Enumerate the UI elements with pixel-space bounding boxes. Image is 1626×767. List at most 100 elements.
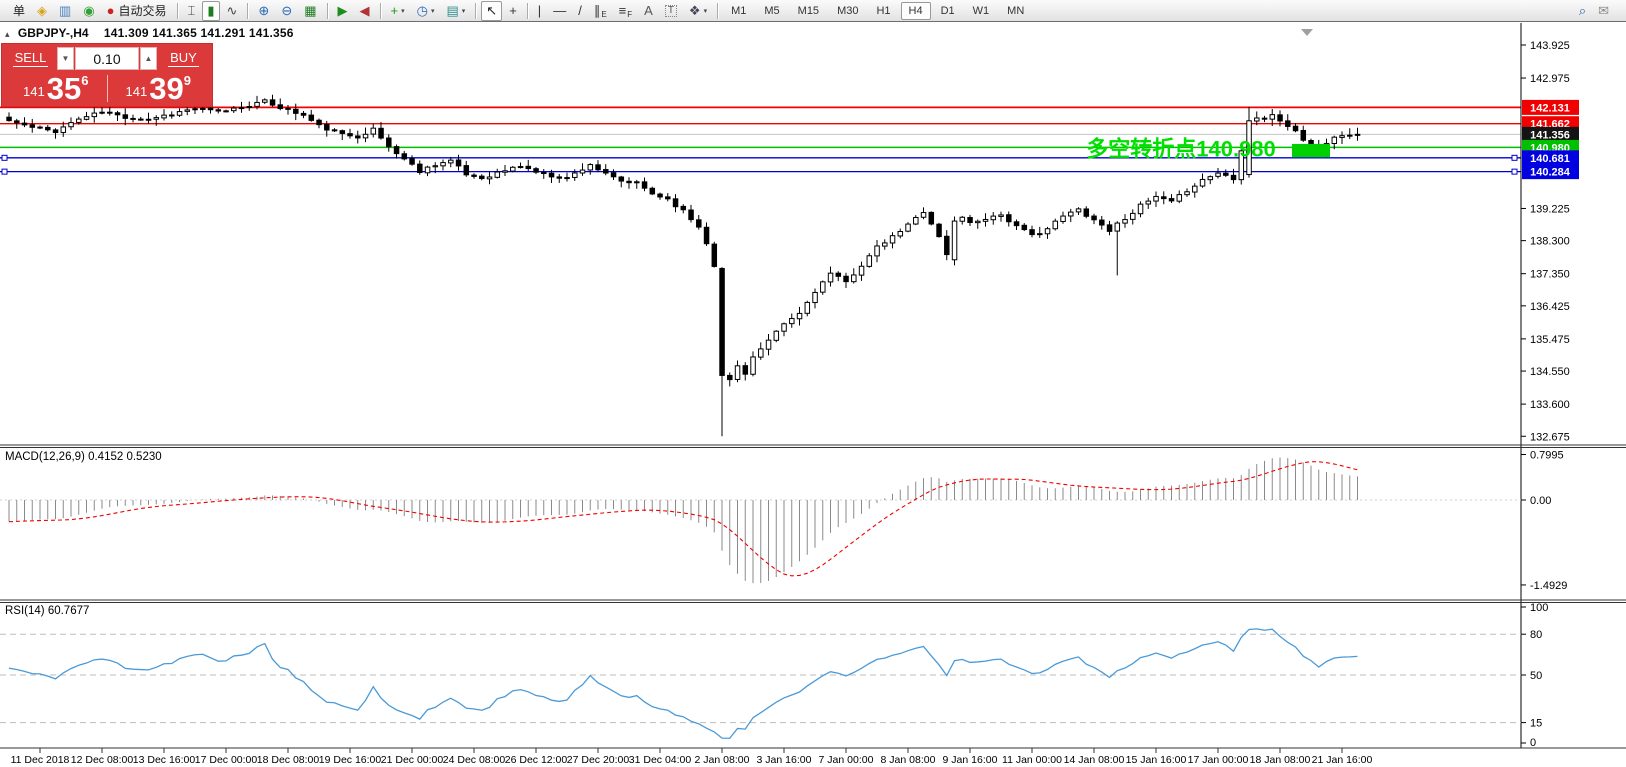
cursor-icon-glyph: ↖: [486, 3, 498, 18]
sell-price[interactable]: 141 35 6: [5, 73, 107, 104]
line-chart-icon[interactable]: ∿: [222, 1, 243, 21]
time-axis-label: 17 Dec 00:00: [195, 754, 258, 766]
timeframe-H4[interactable]: H4: [900, 1, 931, 20]
time-axis-label: 9 Jan 16:00: [943, 754, 998, 766]
chart-shift-marker[interactable]: [1301, 29, 1313, 36]
zoom-in-icon[interactable]: ⊕: [253, 1, 274, 21]
search-icon[interactable]: ⌕: [1574, 1, 1591, 21]
rsi-axis-label: 0: [1530, 737, 1536, 749]
profiles-icon[interactable]: ◈: [32, 1, 52, 21]
timeframe-W1[interactable]: W1: [972, 4, 990, 17]
timeframe-MN[interactable]: MN: [1007, 4, 1025, 17]
toolbar-separator: [247, 2, 249, 19]
autotrading-button[interactable]: ● 自动交易: [102, 1, 172, 21]
toolbar-separator: [475, 2, 477, 19]
community-chat-icon[interactable]: ✉: [1593, 1, 1614, 21]
chart-shift-icon-glyph: ◀: [359, 3, 370, 18]
time-axis-label: 8 Jan 08:00: [881, 754, 936, 766]
zoom-out-icon[interactable]: ⊖: [276, 1, 297, 21]
fibonacci-icon[interactable]: ≡ F: [614, 1, 637, 21]
trendline-icon[interactable]: /: [573, 1, 587, 21]
autotrading-button-label: 自动交易: [118, 4, 167, 18]
time-axis-label: 24 Dec 08:00: [443, 754, 506, 766]
candles: [6, 94, 1361, 437]
symbol-period-label: GBPJPY-,H4: [17, 26, 89, 40]
price-axis-label: 139.225: [1530, 203, 1570, 215]
time-axis-label: 12 Dec 08:00: [71, 754, 134, 766]
time-axis-label: 7 Jan 00:00: [819, 754, 874, 766]
vertical-line-icon[interactable]: |: [533, 1, 546, 21]
price-badge-label: 140.284: [1530, 167, 1571, 179]
tile-windows-icon-glyph: ▦: [304, 3, 317, 18]
template-icon[interactable]: ▤ ▾: [441, 1, 470, 21]
price-axis-label: 134.550: [1530, 366, 1570, 378]
rsi-line: [8, 628, 1358, 739]
timeframe-group: M1 M5 M15 M30 H1 H4 D1 W1 MN: [722, 1, 1033, 20]
signals-icon-glyph: ◉: [83, 3, 95, 18]
chart-shift-icon[interactable]: ◀: [355, 1, 375, 21]
price-axis-label: 135.475: [1530, 334, 1570, 346]
line-chart-icon-glyph: ∿: [226, 3, 238, 18]
price-axis-label: 133.600: [1530, 399, 1570, 411]
price-axis-label: 137.350: [1530, 269, 1570, 281]
time-axis-label: 14 Jan 08:00: [1064, 754, 1125, 766]
period-clock-icon-glyph: ◷: [416, 3, 428, 18]
macd-signal-line: [8, 461, 1358, 577]
text-icon-glyph: A: [644, 3, 653, 18]
volume-decrease-button[interactable]: ▼: [57, 47, 74, 70]
timeframe-M30[interactable]: M30: [837, 4, 859, 17]
signals-icon[interactable]: ◉: [78, 1, 99, 21]
horizontal-line-icon[interactable]: —: [548, 1, 571, 21]
community-chat-icon-glyph: ✉: [1598, 3, 1609, 18]
line-handle[interactable]: [1, 168, 8, 175]
text-label-icon[interactable]: T: [660, 1, 682, 21]
dropdown-caret-icon: ▾: [401, 7, 405, 15]
macd-header: MACD(12,26,9) 0.4152 0.5230: [5, 451, 162, 463]
crosshair-icon[interactable]: +: [504, 1, 522, 21]
auto-scroll-icon[interactable]: ▶: [333, 1, 353, 21]
rsi-axis-label: 80: [1530, 629, 1542, 641]
timeframe-D1[interactable]: D1: [940, 4, 955, 17]
equidistant-channel-icon[interactable]: ∥ E: [589, 1, 612, 21]
timeframe-M1[interactable]: M1: [731, 4, 747, 17]
timeframe-M15[interactable]: M15: [797, 4, 820, 17]
chevron-down-icon: ▼: [61, 54, 70, 63]
text-icon[interactable]: A: [639, 1, 658, 21]
panel-collapse-icon[interactable]: ▴: [5, 29, 10, 39]
chart-title: ▴ GBPJPY-,H4 141.309 141.365 141.291 141…: [5, 26, 294, 40]
timeframe-M5[interactable]: M5: [764, 4, 780, 17]
new-order-button[interactable]: 单: [4, 1, 30, 21]
chevron-up-icon: ▲: [144, 54, 153, 63]
time-axis-label: 2 Jan 08:00: [695, 754, 750, 766]
time-axis-label: 13 Dec 16:00: [133, 754, 196, 766]
arrows-icon[interactable]: ❖ ▾: [684, 1, 712, 21]
profiles-icon-glyph: ◈: [37, 3, 48, 18]
timeframe-H1[interactable]: H1: [876, 4, 891, 17]
candlestick-chart-icon[interactable]: ▮: [202, 0, 220, 21]
annotation-text[interactable]: 多空转折点140.980: [1086, 136, 1276, 161]
line-handle[interactable]: [1511, 154, 1518, 161]
line-handle[interactable]: [1511, 168, 1518, 175]
tile-windows-icon[interactable]: ▦: [299, 1, 321, 21]
buy-price[interactable]: 141 39 9: [108, 73, 210, 104]
toolbar-separator: [176, 2, 178, 19]
volume-input[interactable]: [75, 47, 139, 70]
rsi-axis-label: 50: [1530, 670, 1542, 682]
toolbar-separator: [379, 2, 381, 19]
toolbar-separator: [326, 2, 328, 19]
sell-price-figure: 141: [23, 84, 45, 99]
new-chart-icon[interactable]: ▥: [54, 1, 76, 21]
buy-button[interactable]: BUY: [158, 47, 209, 70]
period-clock-icon[interactable]: ◷ ▾: [412, 1, 440, 21]
time-axis-label: 31 Dec 04:00: [629, 754, 692, 766]
sell-button[interactable]: SELL: [5, 47, 56, 70]
volume-increase-button[interactable]: ▲: [140, 47, 157, 70]
cursor-icon[interactable]: ↖: [481, 0, 503, 21]
add-indicator-icon[interactable]: + ▾: [386, 1, 410, 21]
highlight-box[interactable]: [1292, 143, 1330, 158]
equidistant-channel-icon-sub: E: [601, 9, 607, 19]
bar-chart-icon[interactable]: ⌶: [183, 1, 201, 21]
price-axis-label: 136.425: [1530, 301, 1570, 313]
line-handle[interactable]: [1, 154, 8, 161]
